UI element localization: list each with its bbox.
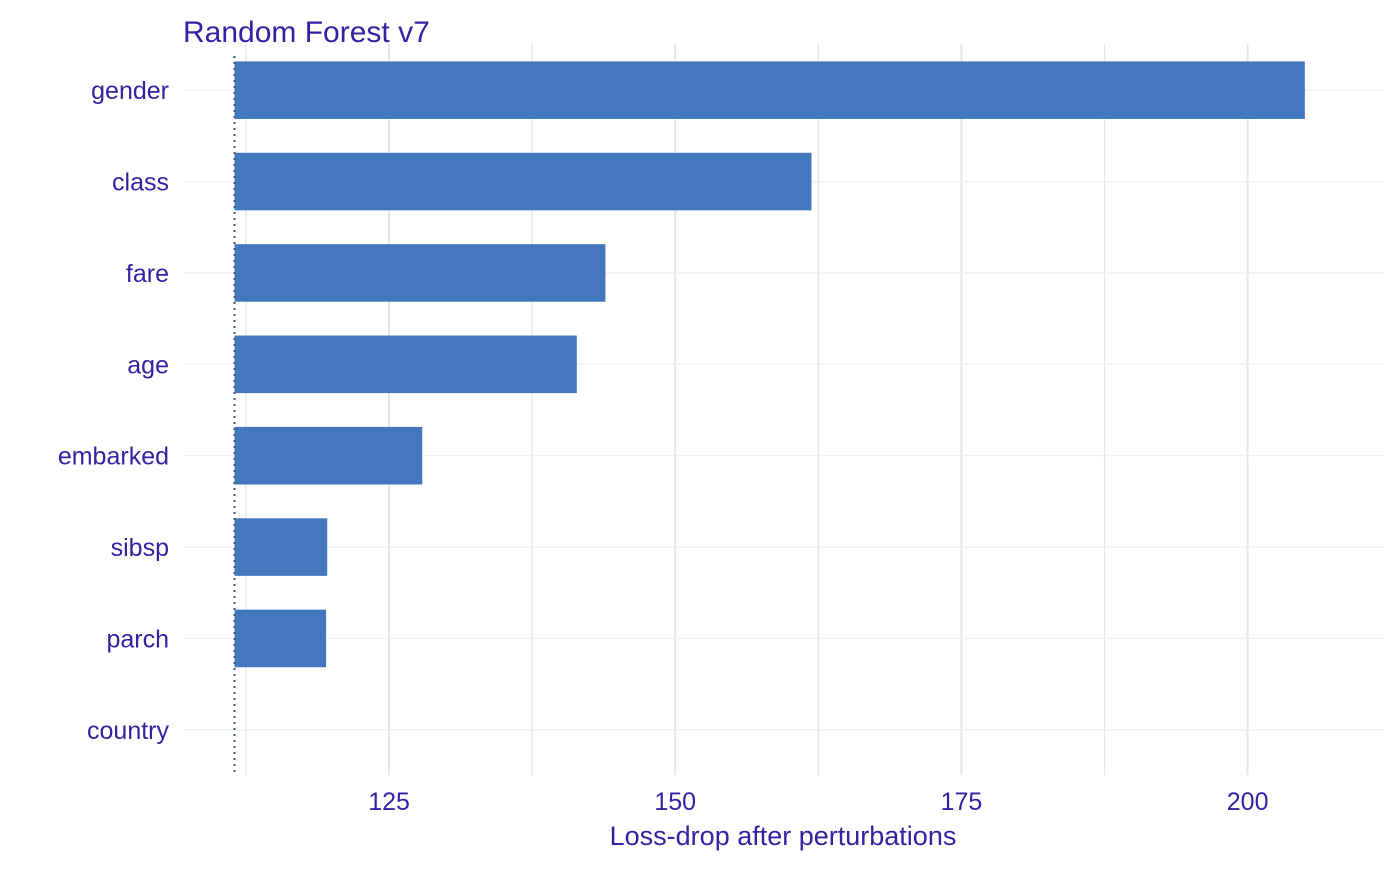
x-tick-label: 200 [1227,788,1269,816]
y-tick-label-sibsp: sibsp [111,534,169,562]
y-tick-label-age: age [127,351,169,379]
bar-embarked [234,426,423,485]
bar-age [234,335,577,394]
bars-layer [234,61,1305,668]
y-tick-label-class: class [112,169,169,197]
y-tick-label-country: country [87,717,169,745]
y-tick-label-parch: parch [106,625,169,653]
bar-fare [234,244,606,302]
x-axis-label: Loss-drop after perturbations [610,821,957,851]
bar-parch [234,609,327,668]
bar-sibsp [234,518,328,576]
y-tick-label-fare: fare [126,260,169,288]
y-tick-label-embarked: embarked [58,443,169,471]
chart-title: Random Forest v7 [183,16,430,49]
x-tick-label: 150 [654,788,696,816]
x-axis-tick-labels: 125 150 175 200 [368,788,1268,816]
y-tick-label-gender: gender [91,77,169,105]
bar-class [234,152,812,211]
x-tick-label: 175 [941,788,983,816]
x-tick-label: 125 [368,788,410,816]
bar-gender [234,61,1305,119]
y-axis-tick-labels: gender class fare age embarked sibsp parch coun… [58,77,170,745]
